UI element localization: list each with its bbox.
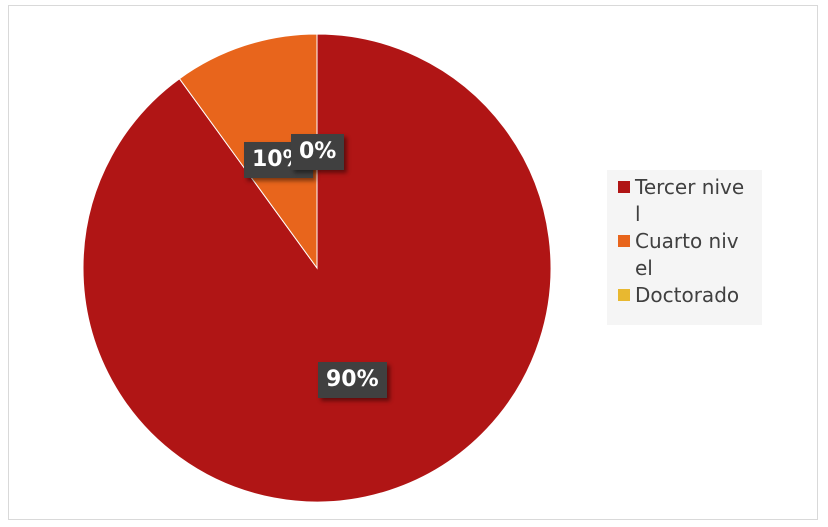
- legend-swatch-doctorado: [618, 289, 630, 301]
- legend-label-tercer-nivel: Tercer nivel: [635, 175, 745, 226]
- data-label-doctorado: 0%: [291, 134, 345, 170]
- legend-swatch-cuarto-nivel: [618, 235, 630, 247]
- pie-slices: [82, 33, 552, 503]
- legend-label-cuarto-nivel: Cuarto nivel: [635, 229, 739, 280]
- legend-swatch-tercer-nivel: [618, 181, 630, 193]
- legend: Tercer nivel Cuarto nivel Doctorado: [607, 170, 762, 325]
- data-label-tercer-nivel: 90%: [318, 362, 387, 398]
- legend-label-doctorado: Doctorado: [635, 283, 740, 307]
